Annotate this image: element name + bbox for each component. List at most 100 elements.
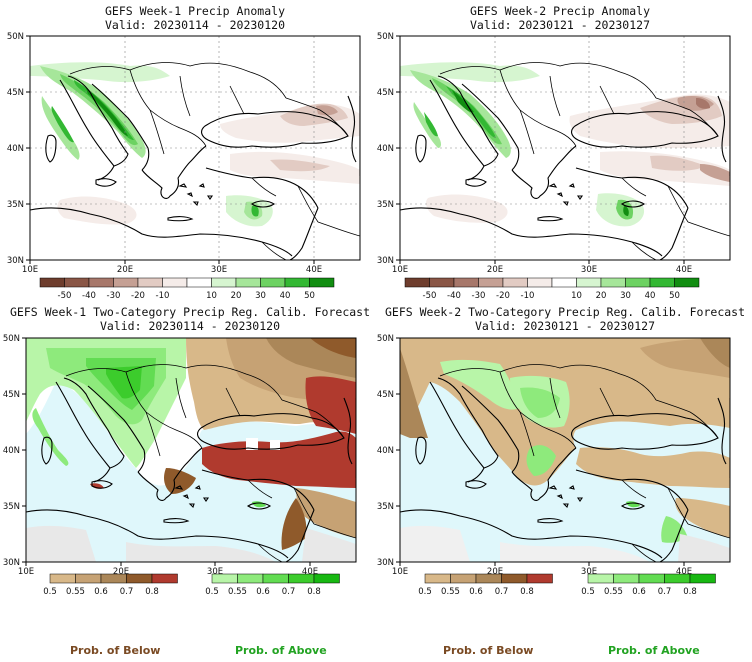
lat-label: 50N <box>3 334 20 344</box>
colorbar-swatch <box>478 277 504 288</box>
prob-below-label-week1: Prob. of Below <box>70 644 161 657</box>
panel-1-title: GEFS Week-1 Precip Anomaly Valid: 2023011… <box>104 4 285 32</box>
colorbar-label: 20 <box>231 291 242 301</box>
colorbar-swatch <box>450 573 477 584</box>
colorbar-swatch <box>113 277 139 288</box>
colorbar-label: 0.55 <box>228 587 247 597</box>
colorbar-swatch <box>475 573 502 584</box>
lon-label: 40E <box>676 265 692 275</box>
colorbar-swatch <box>674 277 700 288</box>
lat-label: 35N <box>7 200 24 210</box>
lat-label: 40N <box>377 446 394 456</box>
colorbar-label: 0.8 <box>520 587 534 597</box>
colorbar-swatch <box>424 573 451 584</box>
colorbar-swatch <box>613 573 640 584</box>
colorbar-label: 0.55 <box>604 587 623 597</box>
above-colorbar-week1: 0.5 0.55 0.6 0.7 0.8 <box>205 573 340 597</box>
lat-label: 50N <box>377 334 394 344</box>
lon-label: 30E <box>211 265 227 275</box>
colorbar-label: 0.8 <box>307 587 321 597</box>
lat-label: 30N <box>7 256 24 266</box>
lat-label: 30N <box>377 256 394 266</box>
colorbar-swatch <box>64 277 90 288</box>
colorbar-swatch <box>235 277 261 288</box>
lat-label: 35N <box>377 502 394 512</box>
colorbar-label: -10 <box>156 291 170 301</box>
prob-above-label-week1: Prob. of Above <box>235 644 327 657</box>
colorbar-label: 0.7 <box>658 587 672 597</box>
lat-label: 45N <box>377 390 394 400</box>
lon-label: 20E <box>113 567 129 577</box>
colorbar-label: 0.7 <box>495 587 509 597</box>
colorbar-swatch <box>576 277 602 288</box>
colorbar-swatch <box>49 573 76 584</box>
lon-label: 10E <box>22 265 38 275</box>
colorbar-swatch <box>284 277 310 288</box>
colorbar-swatch <box>151 573 178 584</box>
panel-4-title: GEFS Week-2 Two-Category Precip Reg. Cal… <box>384 305 746 333</box>
lon-label: 20E <box>117 265 133 275</box>
colorbar-swatch <box>526 573 553 584</box>
colorbar-label: 0.7 <box>120 587 134 597</box>
anomaly-colorbar-week1: -50 -40 -30 -20 -10 10 20 30 40 50 <box>39 277 335 301</box>
colorbar-swatch <box>689 573 716 584</box>
colorbar-swatch <box>75 573 102 584</box>
colorbar-label: 0.7 <box>282 587 296 597</box>
probability-map-week2 <box>395 337 731 567</box>
lat-label: 45N <box>3 390 20 400</box>
colorbar-label: 0.8 <box>145 587 159 597</box>
probability-map-week1 <box>21 337 357 567</box>
lat-label: 30N <box>377 558 394 568</box>
colorbar-swatch <box>502 277 528 288</box>
colorbar-label: -50 <box>58 291 72 301</box>
below-colorbar-week1: 0.5 0.55 0.6 0.7 0.8 <box>43 573 178 597</box>
colorbar-label: 10 <box>206 291 217 301</box>
colorbar-swatch <box>126 573 153 584</box>
colorbar-label: -30 <box>107 291 121 301</box>
lon-label: 30E <box>207 567 223 577</box>
colorbar-label: 40 <box>280 291 291 301</box>
colorbar-label: 30 <box>620 291 631 301</box>
lat-label: 50N <box>7 32 24 42</box>
lon-label: 30E <box>581 567 597 577</box>
colorbar-swatch <box>625 277 651 288</box>
colorbar-swatch <box>260 277 286 288</box>
lon-label: 40E <box>302 567 318 577</box>
lat-label: 30N <box>3 558 20 568</box>
colorbar-label: 50 <box>304 291 315 301</box>
panel-3-title: GEFS Week-1 Two-Category Precip Reg. Cal… <box>9 305 371 333</box>
colorbar-label: -20 <box>131 291 145 301</box>
lon-label: 20E <box>487 567 503 577</box>
lat-label: 45N <box>7 88 24 98</box>
anomaly-map-week1 <box>25 35 361 265</box>
colorbar-swatch <box>501 573 528 584</box>
colorbar-label: -40 <box>447 291 461 301</box>
colorbar-swatch <box>211 277 237 288</box>
lon-label: 30E <box>581 265 597 275</box>
colorbar-swatch <box>313 573 340 584</box>
panel-2-title: GEFS Week-2 Precip Anomaly Valid: 2023012… <box>469 4 650 32</box>
colorbar-swatch <box>587 573 614 584</box>
colorbar-swatch <box>137 277 163 288</box>
colorbar-label: 0.6 <box>469 587 483 597</box>
below-colorbar-week2: 0.5 0.55 0.6 0.7 0.8 <box>418 573 553 597</box>
lat-label: 35N <box>377 200 394 210</box>
colorbar-swatch <box>600 277 626 288</box>
colorbar-swatch <box>309 277 335 288</box>
colorbar-swatch <box>638 573 665 584</box>
colorbar-swatch <box>88 277 114 288</box>
colorbar-label: 0.6 <box>632 587 646 597</box>
colorbar-label: -10 <box>521 291 535 301</box>
colorbar-label: -40 <box>82 291 96 301</box>
colorbar-swatch <box>551 277 577 288</box>
colorbar-swatch <box>288 573 315 584</box>
colorbar-label: 50 <box>669 291 680 301</box>
colorbar-swatch <box>527 277 553 288</box>
colorbar-label: 40 <box>645 291 656 301</box>
prob-below-label-week2: Prob. of Below <box>443 644 534 657</box>
lon-label: 10E <box>18 567 34 577</box>
lon-label: 40E <box>676 567 692 577</box>
colorbar-swatch <box>237 573 264 584</box>
colorbar-swatch <box>453 277 479 288</box>
